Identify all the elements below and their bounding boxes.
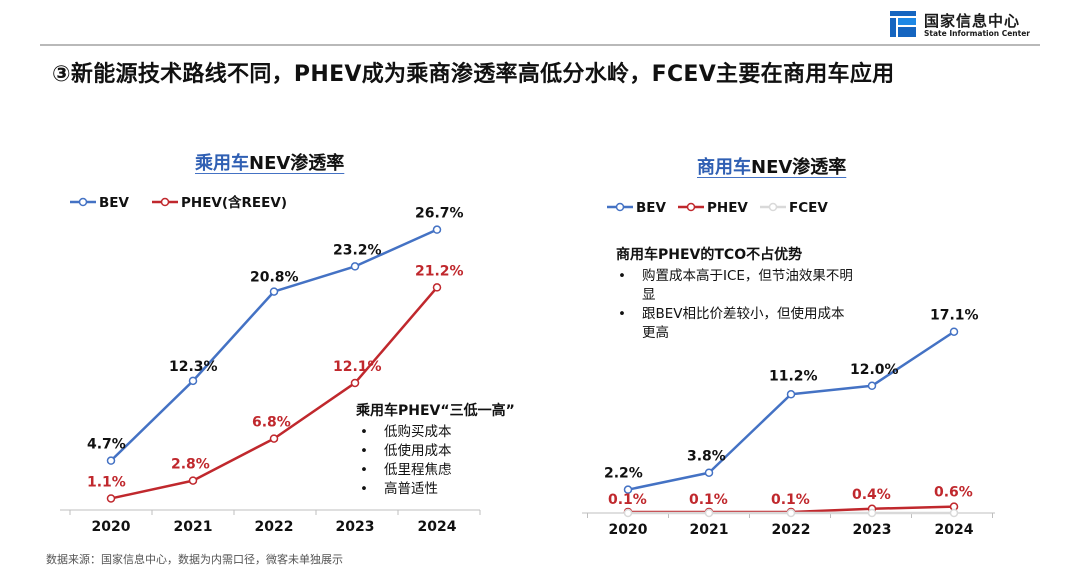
commercial-data-label: 2.2% xyxy=(604,466,643,482)
commercial-data-label: 0.6% xyxy=(934,485,973,501)
commercial-legend-marker xyxy=(686,202,696,212)
car-phev-note: 乘用车PHEV“三低一高” 低购买成本 低使用成本 低里程焦虑 高普适性 xyxy=(356,402,515,499)
commercial-phev-note: 商用车PHEV的TCO不占优势 购置成本高于ICE，但节油效果不明显 跟BEV相… xyxy=(616,246,856,343)
car-legend-marker xyxy=(78,197,88,207)
commercial-data-label: 0.1% xyxy=(771,492,810,508)
commercial-data-label: 0.4% xyxy=(852,487,891,503)
page-title: ③新能源技术路线不同，PHEV成为乘商渗透率高低分水岭，FCEV主要在商用车应用 xyxy=(52,62,895,87)
car-data-point xyxy=(188,376,198,386)
car-legend-label: PHEV(含REEV) xyxy=(181,194,287,211)
car-data-label: 26.7% xyxy=(415,206,464,222)
commercial-legend-marker xyxy=(615,202,625,212)
car-x-tick-label: 2022 xyxy=(255,519,294,535)
commercial-data-label: 12.0% xyxy=(850,362,899,378)
commercial-series-line-1 xyxy=(627,330,955,491)
commercial-x-tick-label: 2024 xyxy=(935,522,974,538)
commercial-note-list: 购置成本高于ICE，但节油效果不明显 跟BEV相比价差较小，但使用成本更高 xyxy=(616,267,856,343)
car-data-label: 12.3% xyxy=(169,359,218,375)
car-x-tick-label: 2023 xyxy=(336,519,375,535)
commercial-legend-marker xyxy=(768,202,778,212)
commercial-data-point xyxy=(623,485,633,494)
commercial-data-label: 0.1% xyxy=(608,492,647,508)
car-data-label: 12.1% xyxy=(333,359,382,375)
car-data-point xyxy=(269,434,279,443)
car-data-point xyxy=(432,283,442,292)
commercial-x-tick-label: 2020 xyxy=(609,522,648,538)
car-data-label: 23.2% xyxy=(333,242,382,258)
car-chart-title-highlight: 乘用车 xyxy=(195,153,249,174)
car-chart-title: 乘用车NEV渗透率 xyxy=(195,149,344,175)
car-legend-label: BEV xyxy=(99,195,130,211)
commercial-legend-label: PHEV xyxy=(707,200,748,216)
commercial-data-point xyxy=(949,508,959,518)
car-x-tick-label: 2021 xyxy=(174,519,213,535)
car-data-label: 21.2% xyxy=(415,263,464,279)
car-x-tick-label: 2020 xyxy=(92,519,131,535)
car-data-point xyxy=(106,494,116,503)
car-data-label: 4.7% xyxy=(87,437,126,453)
commercial-data-point xyxy=(867,381,877,391)
car-legend-marker xyxy=(160,197,170,207)
car-data-point xyxy=(350,378,360,388)
commercial-chart-title-rest: NEV渗透率 xyxy=(751,157,847,178)
commercial-data-point xyxy=(704,468,714,477)
commercial-chart-title-highlight: 商用车 xyxy=(697,157,751,178)
commercial-data-point xyxy=(867,508,877,518)
car-data-label: 6.8% xyxy=(252,415,291,431)
car-note-title: 乘用车PHEV“三低一高” xyxy=(356,403,515,419)
car-data-point xyxy=(188,476,198,485)
commercial-note-item: 跟BEV相比价差较小，但使用成本更高 xyxy=(616,305,856,343)
car-data-point xyxy=(106,456,116,465)
commercial-data-point xyxy=(704,508,714,518)
commercial-data-label: 0.1% xyxy=(689,492,728,508)
state-information-center-logo: 国家信息中心 State Information Center xyxy=(890,9,1070,41)
car-note-item: 低里程焦虑 xyxy=(356,461,515,480)
commercial-chart-title: 商用车NEV渗透率 xyxy=(697,153,846,179)
logo-mark-icon xyxy=(890,11,916,37)
logo-en-text: State Information Center xyxy=(924,29,1031,38)
car-data-label: 2.8% xyxy=(171,457,210,473)
commercial-data-point xyxy=(949,327,959,336)
commercial-x-tick-label: 2022 xyxy=(772,522,811,538)
commercial-data-point xyxy=(786,390,796,399)
commercial-note-title: 商用车PHEV的TCO不占优势 xyxy=(616,247,803,263)
commercial-data-label: 17.1% xyxy=(930,308,979,324)
car-data-point xyxy=(269,287,279,296)
car-data-label: 1.1% xyxy=(87,474,126,490)
car-data-point xyxy=(350,262,360,271)
commercial-legend-label: FCEV xyxy=(789,200,828,216)
car-data-point xyxy=(432,225,442,234)
car-x-tick-label: 2024 xyxy=(418,519,457,535)
car-note-list: 低购买成本 低使用成本 低里程焦虑 高普适性 xyxy=(356,423,515,499)
commercial-data-point xyxy=(623,508,633,518)
data-source-note: 数据来源：国家信息中心，数据为内需口径，微客未单独展示 xyxy=(46,553,343,566)
car-note-item: 高普适性 xyxy=(356,480,515,499)
commercial-x-tick-label: 2023 xyxy=(853,522,892,538)
commercial-legend-label: BEV xyxy=(636,200,667,216)
commercial-data-label: 3.8% xyxy=(687,449,726,465)
commercial-data-label: 11.2% xyxy=(769,368,818,384)
car-note-item: 低购买成本 xyxy=(356,423,515,442)
car-data-label: 20.8% xyxy=(250,270,299,286)
car-chart-title-rest: NEV渗透率 xyxy=(249,153,345,174)
commercial-data-point xyxy=(786,508,796,518)
logo-cn-text: 国家信息中心 xyxy=(924,12,1021,30)
car-note-item: 低使用成本 xyxy=(356,442,515,461)
header-divider xyxy=(40,44,1040,46)
commercial-note-item: 购置成本高于ICE，但节油效果不明显 xyxy=(616,267,856,305)
commercial-x-tick-label: 2021 xyxy=(690,522,729,538)
